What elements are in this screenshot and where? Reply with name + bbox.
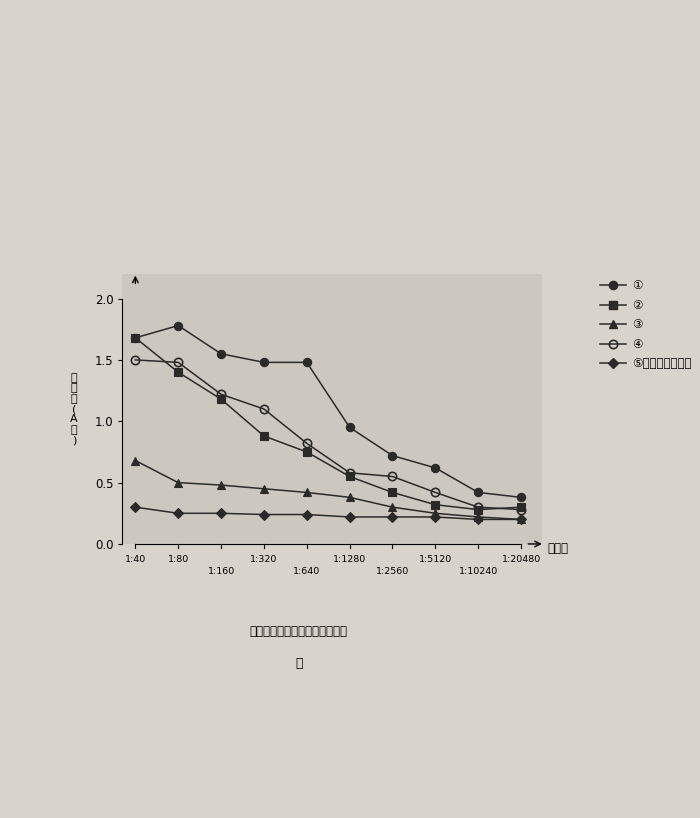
② xyxy=(131,333,139,343)
Line: ②: ② xyxy=(131,334,525,514)
① xyxy=(131,333,139,343)
① xyxy=(260,357,268,367)
② xyxy=(517,502,525,512)
Line: ⑤未免疫小鼠血清: ⑤未免疫小鼠血清 xyxy=(132,504,524,523)
Text: 1:5120: 1:5120 xyxy=(419,555,452,564)
Text: 1:80: 1:80 xyxy=(167,555,189,564)
⑤未免疫小鼠血清 xyxy=(389,512,397,522)
④ xyxy=(345,468,354,478)
③ xyxy=(431,508,440,519)
① xyxy=(474,488,482,497)
④ xyxy=(260,404,268,414)
Line: ④: ④ xyxy=(131,356,525,514)
① xyxy=(431,463,440,473)
Text: 乙: 乙 xyxy=(295,658,302,670)
Text: 1:1280: 1:1280 xyxy=(333,555,366,564)
② xyxy=(474,505,482,515)
① xyxy=(389,451,397,461)
⑤未免疫小鼠血清 xyxy=(345,512,354,522)
④ xyxy=(517,505,525,515)
② xyxy=(217,394,225,404)
Text: 1:640: 1:640 xyxy=(293,568,321,577)
③ xyxy=(389,502,397,512)
② xyxy=(174,367,183,377)
④ xyxy=(131,355,139,365)
④ xyxy=(174,357,183,367)
③ xyxy=(217,480,225,490)
① xyxy=(174,321,183,330)
② xyxy=(345,471,354,481)
② xyxy=(431,500,440,510)
④ xyxy=(217,389,225,399)
Line: ③: ③ xyxy=(131,456,525,524)
Text: 1:10240: 1:10240 xyxy=(458,568,498,577)
Text: 吸
光
值
(
A
值
): 吸 光 值 ( A 值 ) xyxy=(71,373,78,445)
② xyxy=(302,447,311,456)
④ xyxy=(389,471,397,481)
② xyxy=(260,431,268,441)
① xyxy=(302,357,311,367)
③ xyxy=(260,483,268,493)
Text: 稾释比: 稾释比 xyxy=(547,542,568,555)
③ xyxy=(517,515,525,524)
① xyxy=(517,492,525,502)
① xyxy=(217,348,225,358)
Text: 1:2560: 1:2560 xyxy=(376,568,409,577)
③ xyxy=(174,478,183,488)
Text: 1:20480: 1:20480 xyxy=(501,555,540,564)
⑤未免疫小鼠血清 xyxy=(474,515,482,524)
Line: ①: ① xyxy=(131,321,525,501)
Text: 不同杂交癀细胞培养液的上清液: 不同杂交癀细胞培养液的上清液 xyxy=(250,625,348,638)
④ xyxy=(302,438,311,448)
④ xyxy=(474,502,482,512)
Text: 1:40: 1:40 xyxy=(125,555,146,564)
⑤未免疫小鼠血清 xyxy=(131,502,139,512)
⑤未免疫小鼠血清 xyxy=(302,510,311,519)
② xyxy=(389,488,397,497)
⑤未免疫小鼠血清 xyxy=(431,512,440,522)
Legend: ①, ②, ③, ④, ⑤未免疫小鼠血清: ①, ②, ③, ④, ⑤未免疫小鼠血清 xyxy=(596,275,696,375)
③ xyxy=(302,488,311,497)
⑤未免疫小鼠血清 xyxy=(174,508,183,519)
⑤未免疫小鼠血清 xyxy=(517,515,525,524)
⑤未免疫小鼠血清 xyxy=(260,510,268,519)
④ xyxy=(431,488,440,497)
⑤未免疫小鼠血清 xyxy=(217,508,225,519)
① xyxy=(345,422,354,432)
③ xyxy=(131,456,139,465)
③ xyxy=(345,492,354,502)
Text: 1:160: 1:160 xyxy=(207,568,234,577)
Text: 1:320: 1:320 xyxy=(250,555,278,564)
③ xyxy=(474,512,482,522)
